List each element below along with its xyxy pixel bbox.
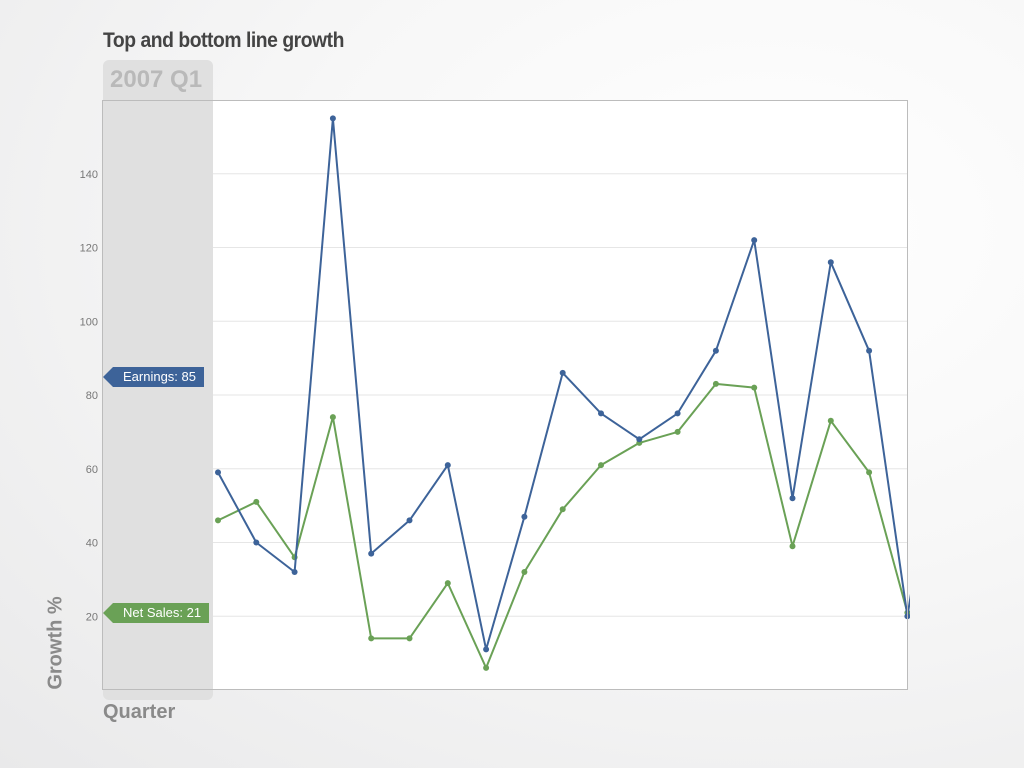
net-sales-point[interactable] (712, 380, 719, 387)
net-sales-point[interactable] (253, 498, 260, 505)
y-tick-label: 80 (86, 390, 98, 402)
gridlines (213, 173, 908, 617)
earnings-point[interactable] (827, 259, 834, 266)
earnings-point[interactable] (866, 347, 873, 354)
earnings-point[interactable] (789, 495, 796, 502)
net-sales-point[interactable] (827, 417, 834, 424)
earnings-point[interactable] (712, 347, 719, 354)
earnings-point[interactable] (751, 237, 758, 244)
series-lines (215, 115, 949, 671)
y-tick-label: 100 (80, 316, 98, 328)
net-sales-point[interactable] (789, 543, 796, 550)
earnings-series (215, 115, 949, 653)
y-tick-label: 140 (80, 169, 98, 181)
earnings-point[interactable] (368, 550, 375, 557)
net-sales-line (217, 382, 910, 669)
net-sales-point[interactable] (368, 635, 375, 642)
earnings-point[interactable] (674, 410, 681, 417)
y-tick-label: 40 (86, 538, 98, 550)
earnings-point[interactable] (636, 436, 643, 443)
earnings-point[interactable] (253, 539, 260, 546)
earnings-point[interactable] (406, 517, 413, 524)
net-sales-point[interactable] (329, 414, 336, 421)
net-sales-point[interactable] (866, 469, 873, 476)
earnings-point[interactable] (483, 646, 490, 653)
net-sales-point[interactable] (406, 635, 413, 642)
net-sales-point[interactable] (483, 664, 490, 671)
net-sales-point[interactable] (674, 428, 681, 435)
earnings-line (217, 117, 910, 651)
y-axis-label: Growth % (44, 596, 67, 690)
period-label: 2007 Q1 (110, 66, 203, 93)
y-tick-label: 120 (80, 243, 98, 255)
y-tick-label: 60 (86, 464, 98, 476)
net-sales-value-tag: Net Sales: 21 (102, 603, 210, 623)
net-sales-point[interactable] (521, 569, 528, 575)
earnings-point[interactable] (559, 369, 566, 376)
earnings-value-tag: Earnings: 85 (103, 367, 204, 387)
x-axis-label: Quarter (103, 701, 176, 723)
net-sales-point[interactable] (751, 384, 758, 391)
net-sales-point[interactable] (215, 517, 221, 524)
y-axis-ticks: 20 40 60 80 100 120 140 (80, 169, 98, 624)
net-sales-point[interactable] (943, 610, 949, 616)
earnings-point[interactable] (215, 469, 221, 476)
net-sales-point[interactable] (598, 462, 604, 469)
net-sales-point[interactable] (559, 506, 566, 513)
page-title: Top and bottom line growth (103, 29, 344, 52)
net-sales-point[interactable] (444, 580, 451, 587)
earnings-point[interactable] (521, 513, 528, 520)
earnings-point[interactable] (598, 410, 604, 417)
earnings-point[interactable] (291, 569, 298, 575)
net-sales-series (215, 380, 949, 671)
y-tick-label: 20 (86, 611, 98, 623)
earnings-point[interactable] (444, 462, 451, 469)
earnings-point[interactable] (329, 115, 336, 122)
earnings-point[interactable] (904, 613, 910, 620)
earnings-point[interactable] (943, 374, 949, 380)
